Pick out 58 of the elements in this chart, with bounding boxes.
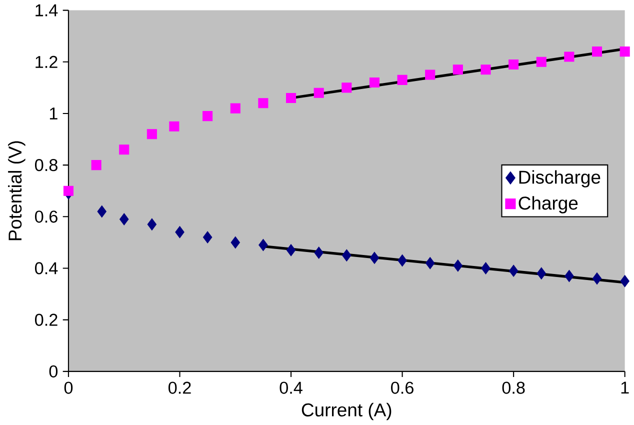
x-tick-label: 0.8	[502, 382, 525, 394]
point	[369, 78, 380, 88]
point	[230, 104, 240, 114]
point	[425, 257, 435, 270]
point	[397, 75, 408, 86]
point	[620, 46, 630, 57]
point	[370, 252, 380, 264]
point	[564, 52, 574, 62]
point	[202, 231, 212, 244]
y-tick-label: 0	[49, 366, 58, 378]
y-tick-label: 1.2	[36, 56, 58, 68]
point	[481, 262, 490, 275]
point	[508, 60, 519, 70]
point	[452, 64, 463, 75]
y-tick-label: 1.4	[36, 4, 58, 16]
point	[202, 111, 213, 122]
y-tick-label: 0.2	[35, 314, 58, 326]
point	[314, 246, 324, 260]
point	[453, 260, 463, 272]
point	[480, 64, 491, 75]
y-tick-label: 0.6	[35, 210, 58, 223]
y-tick-label: 1	[50, 108, 58, 120]
x-tick-label: 1	[621, 382, 629, 394]
x-tick-label: 0.4	[280, 382, 302, 394]
x-tick-label: 0	[64, 382, 73, 394]
point	[146, 129, 157, 140]
point	[314, 88, 324, 98]
point	[230, 236, 240, 249]
point	[97, 206, 106, 218]
x-axis-title: Current (A)	[302, 403, 392, 420]
point	[120, 213, 129, 226]
point	[425, 70, 436, 80]
point	[63, 186, 74, 196]
point	[592, 272, 602, 285]
point	[147, 218, 157, 231]
point	[258, 239, 268, 252]
legend-label: Charge	[518, 196, 578, 214]
point	[564, 270, 574, 282]
point	[286, 93, 296, 104]
x-tick-label: 0.2	[168, 382, 191, 394]
x-tick-label: 0.6	[391, 382, 414, 394]
point	[91, 160, 102, 170]
point	[169, 122, 180, 132]
point	[175, 226, 184, 238]
point	[342, 250, 352, 262]
y-tick-label: 0.8	[35, 159, 58, 172]
y-tick-label: 0.4	[35, 262, 58, 275]
point	[398, 254, 407, 267]
point	[536, 57, 546, 68]
point	[119, 144, 130, 155]
legend-label: Discharge	[519, 170, 600, 188]
point	[258, 98, 268, 108]
point	[592, 46, 602, 57]
point	[342, 82, 352, 93]
y-axis-title: Potential (V)	[8, 141, 26, 240]
point	[536, 268, 546, 280]
point	[508, 264, 518, 278]
point	[286, 244, 296, 256]
